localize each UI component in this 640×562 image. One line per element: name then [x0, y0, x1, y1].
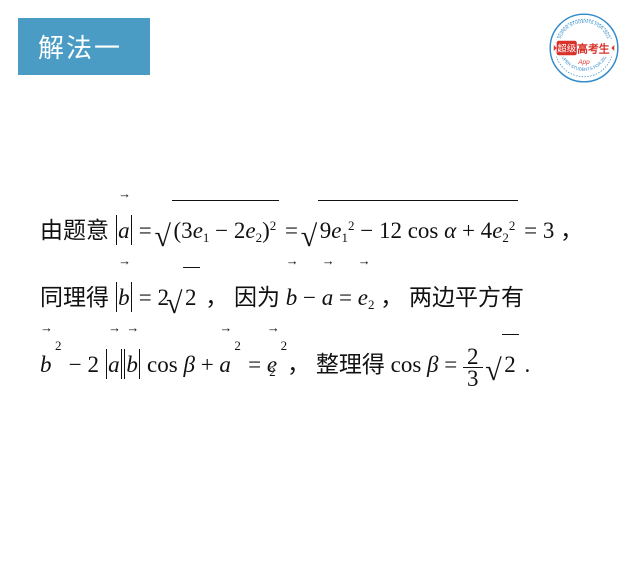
- e2: e: [492, 218, 502, 243]
- comma: ，: [205, 285, 234, 310]
- text-prefix-2: 同理得: [40, 285, 109, 310]
- txt: + 4: [456, 218, 492, 243]
- brand-logo: SUPER STUDENTS FOR 2021 SUPER STUDENTS F…: [548, 12, 620, 84]
- vec-a3: a: [108, 352, 120, 377]
- s2: 2: [368, 297, 375, 312]
- root2: 2: [183, 267, 200, 328]
- vec-a2: a: [322, 285, 334, 310]
- text-prefix-1: 由题意: [40, 218, 109, 243]
- logo-band-left: 超级: [557, 43, 576, 55]
- vec-e2: e: [358, 285, 368, 310]
- cos: cos: [391, 352, 427, 377]
- eq: = 2: [139, 285, 169, 310]
- arrange: 整理得: [316, 352, 385, 377]
- txt: (3: [174, 218, 193, 243]
- txt: 9: [320, 218, 332, 243]
- txt: − 12 cos: [354, 218, 444, 243]
- vec-e2b: e: [267, 352, 277, 377]
- math-content: 由题意 →a = √ (3e1 − 2e2)2 = √ 9e12 − 12 co…: [40, 200, 600, 400]
- sq: 2: [234, 329, 241, 363]
- math-line-3: →b2 − 2 →a→b cos β + →a2 = →e22 ， 整理得 co…: [40, 334, 600, 395]
- comma: ，: [287, 352, 316, 377]
- vec-b4: b: [126, 352, 138, 377]
- txt: − 2: [209, 218, 245, 243]
- e2: e: [245, 218, 255, 243]
- alpha: α: [444, 218, 456, 243]
- sq: 2: [55, 329, 62, 363]
- logo-band-right: 高考生: [577, 41, 610, 55]
- sq: 2: [281, 329, 288, 363]
- eq: =: [139, 218, 152, 243]
- num: 2: [463, 347, 483, 368]
- plus: +: [201, 352, 220, 377]
- vec-b: b: [118, 285, 130, 310]
- eq: =: [444, 352, 463, 377]
- beta: β: [427, 352, 438, 377]
- math-line-2: 同理得 →b = 2√2 ， 因为 →b − →a = →e2 ， 两边平方有: [40, 267, 600, 328]
- e1: e: [193, 218, 203, 243]
- vec-a4: a: [219, 352, 231, 377]
- solution-header: 解法一: [18, 18, 150, 75]
- e1: e: [331, 218, 341, 243]
- vec-a: a: [118, 218, 130, 243]
- eq: =: [248, 352, 267, 377]
- because: 因为: [234, 285, 280, 310]
- beta: β: [183, 352, 194, 377]
- page: 解法一 SUPER STUDENTS FOR 2021 SUPER STUDEN…: [0, 0, 640, 562]
- comma: ，: [380, 285, 409, 310]
- minus: − 2: [69, 352, 99, 377]
- square-both: 两边平方有: [409, 285, 524, 310]
- math-line-1: 由题意 →a = √ (3e1 − 2e2)2 = √ 9e12 − 12 co…: [40, 200, 600, 261]
- eq: =: [339, 285, 358, 310]
- minus: −: [303, 285, 322, 310]
- cos: cos: [147, 352, 183, 377]
- logo-app-text: App: [577, 59, 590, 66]
- vec-b2: b: [286, 285, 298, 310]
- sq: 2: [270, 218, 277, 233]
- solution-title: 解法一: [38, 33, 122, 63]
- txt: = 3 ，: [524, 218, 583, 243]
- period: .: [525, 352, 531, 377]
- den: 3: [463, 368, 483, 390]
- vec-b3: b: [40, 352, 52, 377]
- txt: ): [262, 218, 270, 243]
- root2: 2: [502, 334, 519, 395]
- sq: 2: [509, 218, 516, 233]
